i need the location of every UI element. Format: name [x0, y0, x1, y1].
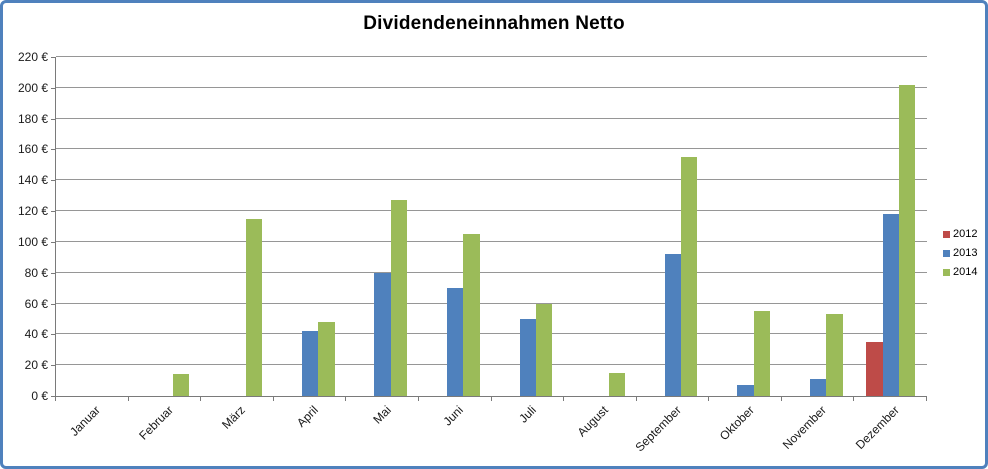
x-tick-mark [853, 397, 855, 401]
bar-2014-august [608, 372, 625, 396]
legend: 2012 2013 2014 [943, 228, 977, 279]
bar-2014-dezember [898, 84, 916, 396]
bar-2013-dezember [882, 214, 899, 396]
y-tick-label: 0 € [31, 389, 48, 403]
y-tick-label: 40 € [24, 327, 48, 342]
bar-2013-juni [447, 288, 464, 396]
x-category-label: März [219, 403, 249, 432]
legend-item: 2013 [943, 247, 977, 260]
bar-2013-september [664, 254, 682, 396]
x-category-label: August [574, 403, 612, 440]
x-tick-mark [490, 397, 492, 401]
gridline [56, 56, 927, 57]
x-category-label: Februar [136, 403, 176, 443]
gridline [56, 271, 927, 273]
legend-label: 2014 [953, 266, 978, 278]
x-tick-mark [926, 397, 927, 401]
x-category-label: Januar [67, 403, 104, 439]
x-tick-mark [563, 397, 565, 401]
bar-2014-mai [390, 200, 408, 396]
gridline [56, 210, 927, 212]
x-category-label: November [779, 403, 830, 453]
bar-2014-februar [173, 374, 190, 396]
x-tick-mark [635, 397, 637, 401]
x-category-label: Dezember [852, 403, 902, 453]
x-category-label: Mai [369, 403, 394, 427]
x-tick-mark [127, 397, 129, 401]
bar-2013-april [301, 331, 319, 396]
bar-2014-oktober [753, 311, 771, 396]
bar-2014-märz [245, 218, 262, 396]
y-tick-label: 200 € [17, 80, 48, 95]
y-tick-label: 220 € [17, 50, 48, 64]
x-category-label: September [632, 403, 684, 455]
x-tick-mark [417, 397, 419, 401]
gridline [56, 240, 927, 242]
gridline [56, 86, 927, 88]
y-tick-label: 120 € [17, 204, 48, 219]
gridline [56, 364, 927, 366]
gridline [56, 302, 927, 304]
bar-2013-juli [519, 318, 536, 396]
x-tick-mark [708, 397, 710, 401]
y-tick-label: 20 € [24, 358, 48, 373]
gridline [56, 179, 927, 181]
gridline [56, 117, 927, 119]
x-tick-mark [345, 397, 347, 401]
y-tick-label: 60 € [24, 296, 48, 311]
plot-area [55, 56, 927, 397]
gridline [56, 333, 927, 335]
y-tick-label: 80 € [24, 265, 48, 280]
bar-2014-juli [535, 303, 553, 396]
y-tick-label: 180 € [17, 111, 48, 126]
x-tick-mark [55, 397, 56, 401]
bar-2013-november [809, 379, 827, 396]
x-tick-mark [780, 397, 782, 401]
x-category-label: April [294, 403, 321, 430]
bar-2013-oktober [737, 385, 754, 396]
bar-2014-juni [463, 234, 480, 396]
y-tick-label: 160 € [17, 142, 48, 157]
y-tick-label: 140 € [17, 173, 48, 188]
legend-item: 2012 [943, 228, 977, 241]
bar-2014-september [681, 157, 698, 396]
x-category-label: Juni [440, 403, 467, 429]
legend-item: 2014 [943, 266, 977, 279]
bar-2012-dezember [866, 342, 883, 396]
chart-title: Dividendeneinnahmen Netto [363, 13, 625, 34]
gridline [56, 148, 927, 150]
legend-swatch-2012 [943, 231, 950, 238]
x-tick-mark [200, 397, 202, 401]
legend-swatch-2013 [943, 250, 950, 257]
x-category-label: Oktober [716, 403, 757, 444]
bar-2013-mai [374, 272, 391, 396]
y-tick-label: 100 € [17, 234, 48, 249]
bar-2014-april [318, 322, 335, 396]
bar-2014-november [826, 314, 843, 396]
x-tick-mark [272, 397, 274, 401]
legend-label: 2013 [953, 247, 978, 259]
legend-swatch-2014 [943, 269, 950, 276]
x-category-label: Juli [516, 403, 539, 426]
legend-label: 2012 [953, 228, 978, 240]
